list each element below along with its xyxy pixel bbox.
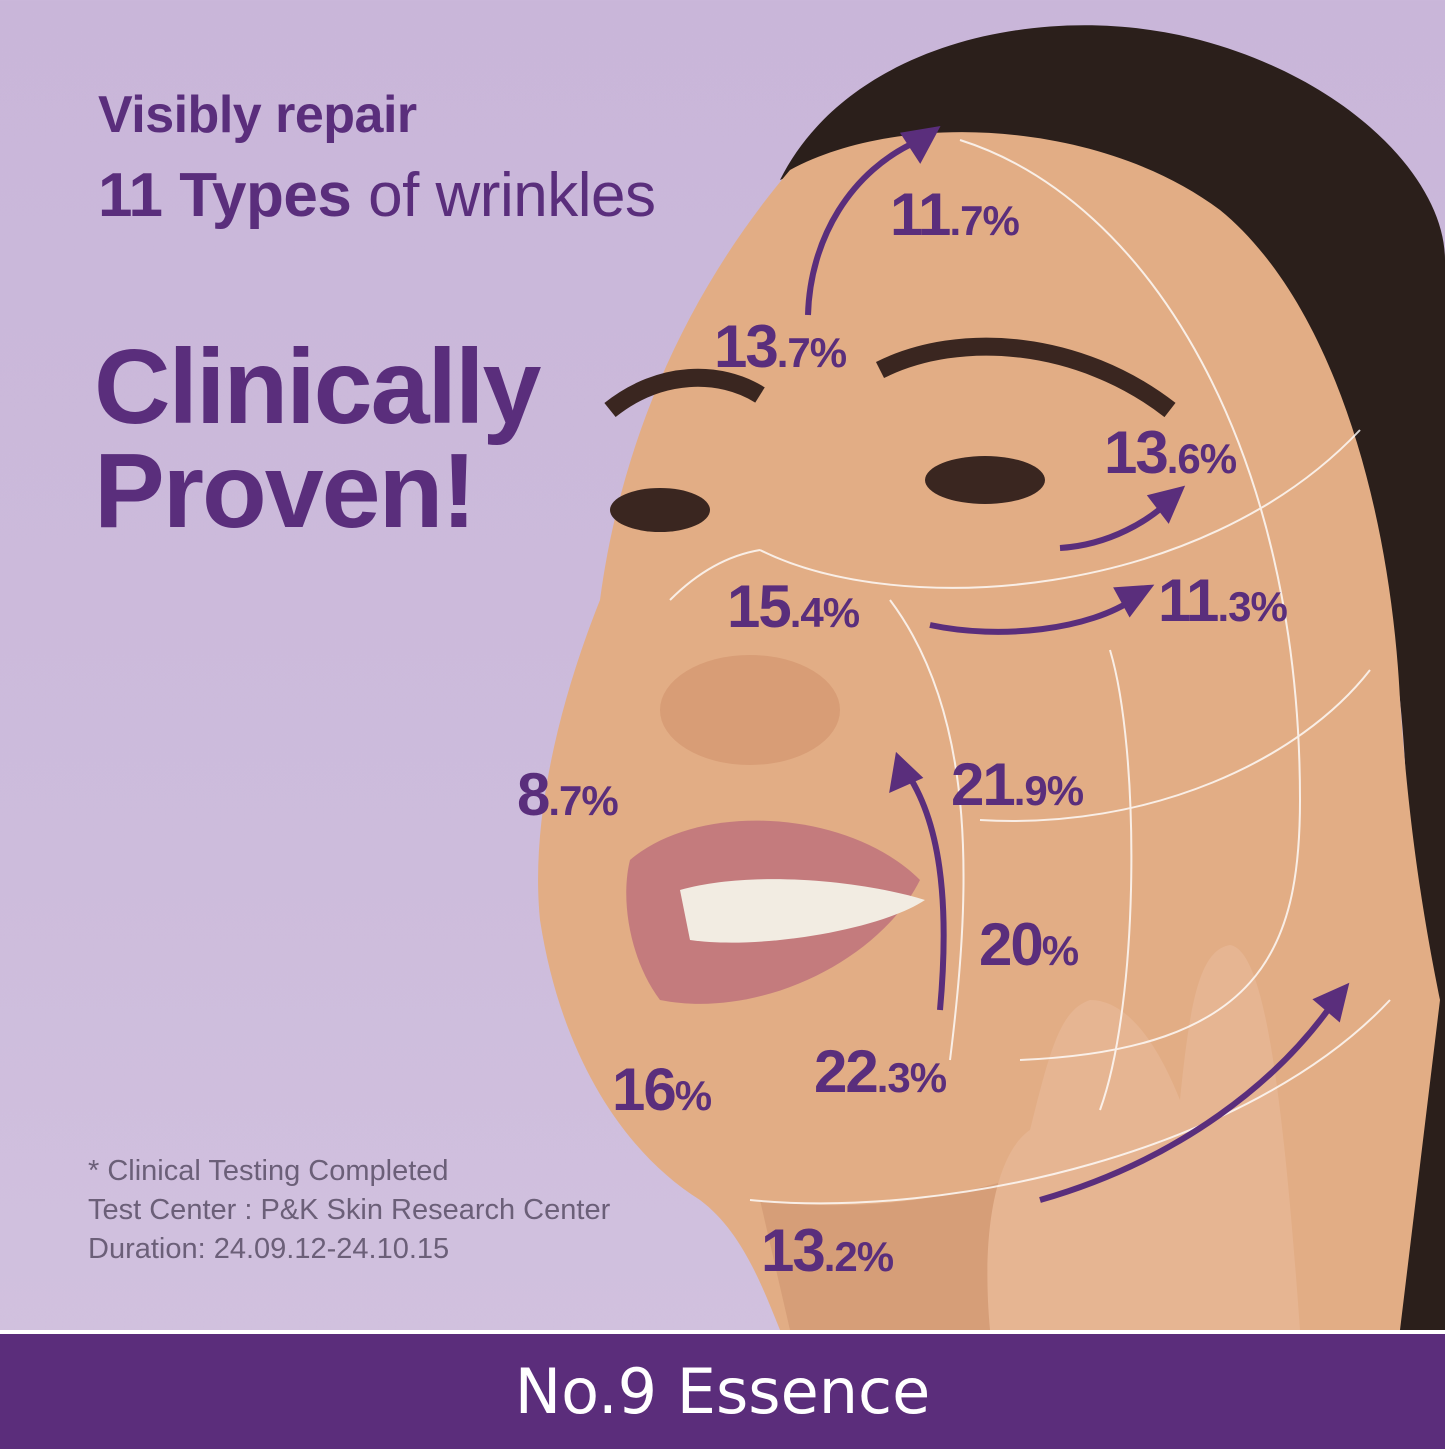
value-major: 22 [814, 1038, 879, 1105]
eyebrow-right [875, 337, 1176, 418]
value-minor: .9% [1013, 767, 1084, 814]
value-major: 13 [761, 1217, 826, 1284]
improvement-label: 11.7% [890, 180, 1020, 249]
value-major: 16 [612, 1056, 677, 1123]
headline-rest: of wrinkles [351, 161, 656, 230]
left-eye [610, 488, 710, 532]
value-minor: % [1041, 927, 1079, 974]
value-minor: % [674, 1072, 712, 1119]
value-major: 20 [979, 911, 1044, 978]
improvement-label: 15.4% [727, 572, 860, 641]
value-major: 13 [714, 313, 779, 380]
note-line: Duration: 24.09.12-24.10.15 [88, 1233, 450, 1265]
clinically-proven-heading: Clinically Proven! [94, 328, 541, 550]
headline-bold: 11 Types [98, 161, 352, 230]
value-major: 13 [1104, 419, 1169, 486]
improvement-label: 13.2% [761, 1216, 894, 1285]
improvement-label: 22.3% [814, 1037, 947, 1106]
headline-line-1: Visibly repair [98, 86, 417, 144]
heading-line-1: Clinically [94, 328, 541, 446]
value-major: 11 [890, 181, 951, 248]
improvement-label: 21.9% [951, 750, 1084, 819]
value-minor: .3% [1217, 583, 1287, 630]
product-banner: No.9 Essence [0, 1330, 1445, 1449]
hand [987, 945, 1300, 1330]
heading-line-2: Proven! [94, 432, 477, 550]
value-minor: .3% [876, 1054, 947, 1101]
teeth [680, 879, 925, 943]
improvement-label: 11.3% [1158, 566, 1288, 635]
value-major: 11 [1158, 567, 1219, 634]
right-eye [925, 456, 1045, 504]
improvement-label: 13.6% [1104, 418, 1237, 487]
model-face-illustration [538, 25, 1445, 1330]
eyebrow-left [604, 368, 765, 418]
arrows [805, 126, 1350, 1203]
improvement-label: 8.7% [517, 760, 619, 829]
improvement-label: 13.7% [714, 312, 847, 381]
improvement-label: 16% [612, 1055, 712, 1124]
value-major: 21 [951, 751, 1016, 818]
nose [660, 655, 840, 765]
value-minor: .7% [949, 197, 1019, 244]
value-minor: .2% [823, 1233, 894, 1280]
product-name: No.9 Essence [514, 1355, 931, 1428]
value-minor: .6% [1166, 435, 1237, 482]
value-minor: .7% [548, 777, 618, 824]
value-major: 15 [727, 573, 792, 640]
headline-line-2: 11 Types of wrinkles [98, 160, 656, 231]
clinical-notes: * Clinical Testing Completed Test Center… [88, 1152, 610, 1269]
guide-lines [669, 139, 1391, 1205]
value-minor: .4% [789, 589, 860, 636]
improvement-label: 20% [979, 910, 1079, 979]
value-major: 8 [517, 761, 550, 828]
note-line: * Clinical Testing Completed [88, 1155, 449, 1187]
note-line: Test Center : P&K Skin Research Center [88, 1194, 611, 1226]
value-minor: .7% [776, 329, 847, 376]
